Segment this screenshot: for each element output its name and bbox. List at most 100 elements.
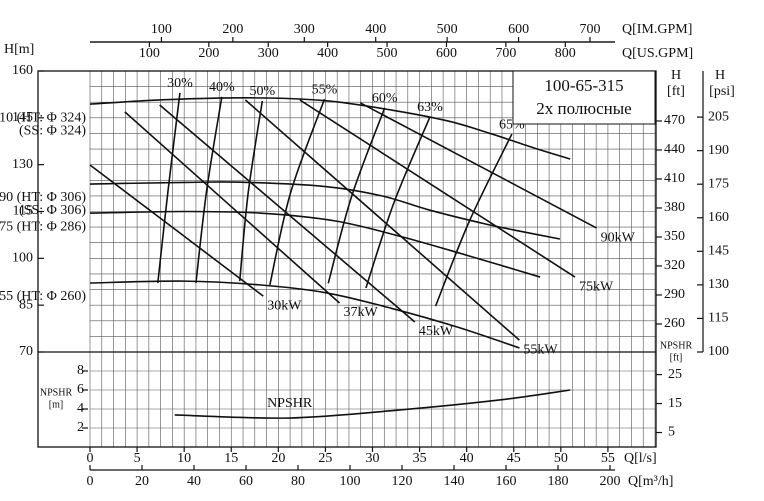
y-tick-label: 380 (664, 200, 685, 215)
x-tick-label: 5 (134, 451, 141, 466)
x-tick-label: 55 (601, 451, 615, 466)
y-tick-label: 130 (708, 277, 729, 292)
power-line (159, 104, 416, 323)
y-tick-label: 260 (664, 316, 685, 331)
model-box (512, 70, 656, 125)
power-line (124, 111, 341, 304)
curve-label: (SS: Φ 306) (19, 203, 86, 218)
subtitle: 2х полюсные (536, 99, 631, 118)
efficiency-curve (195, 96, 223, 284)
axis-title: H[m] (4, 42, 34, 57)
power-line (299, 99, 576, 278)
y-tick-label: 130 (12, 157, 33, 172)
power-label: 90kW (601, 230, 636, 245)
axis-unit: [ft] (667, 84, 685, 99)
y-tick-label: 5 (668, 425, 675, 440)
y-tick-label: 440 (664, 142, 685, 157)
x-tick-label: 45 (507, 451, 521, 466)
x-tick-label: 700 (580, 22, 601, 37)
curve-label: 55 (HT: Φ 260) (0, 289, 86, 304)
y-tick-label: 85 (19, 297, 33, 312)
y-tick-label: 205 (708, 109, 729, 124)
x-tick-label: 800 (555, 46, 576, 61)
y-tick-label: 15 (668, 396, 682, 411)
head-curve (89, 280, 520, 349)
y-tick-label: 320 (664, 258, 685, 273)
x-tick-label: 200 (222, 22, 243, 37)
efficiency-label: 63% (417, 100, 443, 115)
x-tick-label: 500 (437, 22, 458, 37)
efficiency-curve (238, 100, 264, 282)
axis-title: Q[IM.GPM] (622, 22, 692, 37)
power-label: 37kW (344, 305, 379, 320)
x-tick-label: 400 (317, 46, 338, 61)
x-tick-label: 20 (271, 451, 285, 466)
axis-unit: [ft] (670, 352, 683, 363)
frame (37, 70, 657, 448)
power-label: 45kW (419, 324, 454, 339)
axis-title: H (715, 68, 725, 83)
efficiency-label: 55% (312, 82, 338, 97)
y-tick-label: 350 (664, 229, 685, 244)
curve-label: (SS: Φ 324) (19, 123, 86, 138)
y-tick-label: 290 (664, 287, 685, 302)
efficiency-curve (434, 133, 513, 307)
y-tick-label: 4 (77, 401, 84, 416)
x-tick-label: 25 (318, 451, 332, 466)
model: 100-65-315 (544, 76, 623, 95)
x-tick-label: 0 (87, 451, 94, 466)
x-tick-label: 40 (460, 451, 474, 466)
x-tick-label: 600 (508, 22, 529, 37)
x-tick-label: 0 (87, 474, 94, 489)
axis-title: Q[US.GPM] (622, 46, 693, 61)
axis-unit: [psi] (709, 84, 735, 99)
head-curve (89, 181, 561, 240)
x-tick-label: 100 (151, 22, 172, 37)
power-line (359, 102, 597, 229)
x-tick-label: 100 (340, 474, 361, 489)
axis-title: Q[m³/h] (628, 474, 673, 489)
axis-unit: [m] (49, 399, 63, 410)
y-tick-label: 160 (708, 210, 729, 225)
y-tick-label: 145 (708, 244, 729, 259)
x-tick-label: 500 (377, 46, 398, 61)
y-tick-label: 190 (708, 143, 729, 158)
axis-title: Q[l/s] (624, 451, 657, 466)
efficiency-label: 50% (249, 84, 275, 99)
efficiency-label: 40% (209, 80, 235, 95)
efficiency-curve (327, 107, 386, 284)
efficiency-label: 30% (167, 76, 193, 91)
y-tick-label: 410 (664, 171, 685, 186)
x-tick-label: 200 (600, 474, 621, 489)
x-tick-label: 60 (239, 474, 253, 489)
head-curve (89, 210, 541, 278)
y-tick-label: 100 (12, 251, 33, 266)
curve-label: 110 (HT: Φ 324) (0, 110, 86, 125)
x-tick-label: 300 (294, 22, 315, 37)
x-tick-label: 300 (258, 46, 279, 61)
y-tick-label: 175 (708, 176, 729, 191)
npshr-curve (174, 389, 571, 419)
power-label: 55kW (523, 342, 558, 357)
power-line (244, 99, 520, 341)
x-tick-label: 40 (187, 474, 201, 489)
x-tick-label: 140 (444, 474, 465, 489)
x-tick-label: 10 (177, 451, 191, 466)
x-tick-label: 80 (291, 474, 305, 489)
x-tick-label: 100 (139, 46, 160, 61)
x-tick-label: 20 (135, 474, 149, 489)
x-tick-label: 180 (548, 474, 569, 489)
y-tick-label: 8 (77, 363, 84, 378)
y-tick-label: 145 (12, 110, 33, 125)
x-tick-label: 15 (224, 451, 238, 466)
y-tick-label: 70 (19, 344, 33, 359)
x-tick-label: 120 (392, 474, 413, 489)
y-tick-label: 470 (664, 113, 685, 128)
power-label: 30kW (267, 298, 302, 313)
y-tick-label: 2 (77, 420, 84, 435)
efficiency-curve (269, 98, 326, 286)
x-tick-label: 50 (554, 451, 568, 466)
x-tick-label: 400 (365, 22, 386, 37)
y-tick-label: 160 (12, 63, 33, 78)
